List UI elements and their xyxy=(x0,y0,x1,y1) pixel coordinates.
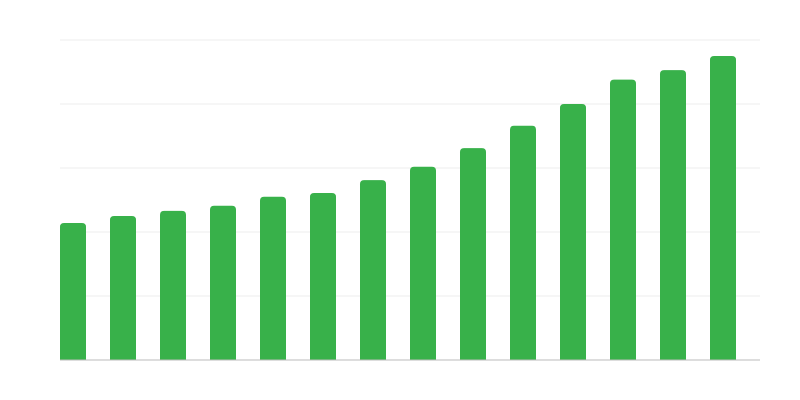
bar xyxy=(460,148,486,360)
bar xyxy=(410,166,436,360)
bar xyxy=(260,196,286,360)
bar xyxy=(660,70,686,360)
bar xyxy=(560,104,586,360)
bar xyxy=(310,192,336,360)
bar xyxy=(610,79,636,361)
bar xyxy=(160,210,186,360)
bar xyxy=(360,180,386,360)
bar xyxy=(110,216,136,360)
bar xyxy=(510,125,536,360)
bar xyxy=(60,223,86,360)
bar xyxy=(710,56,736,360)
bar xyxy=(210,205,236,360)
